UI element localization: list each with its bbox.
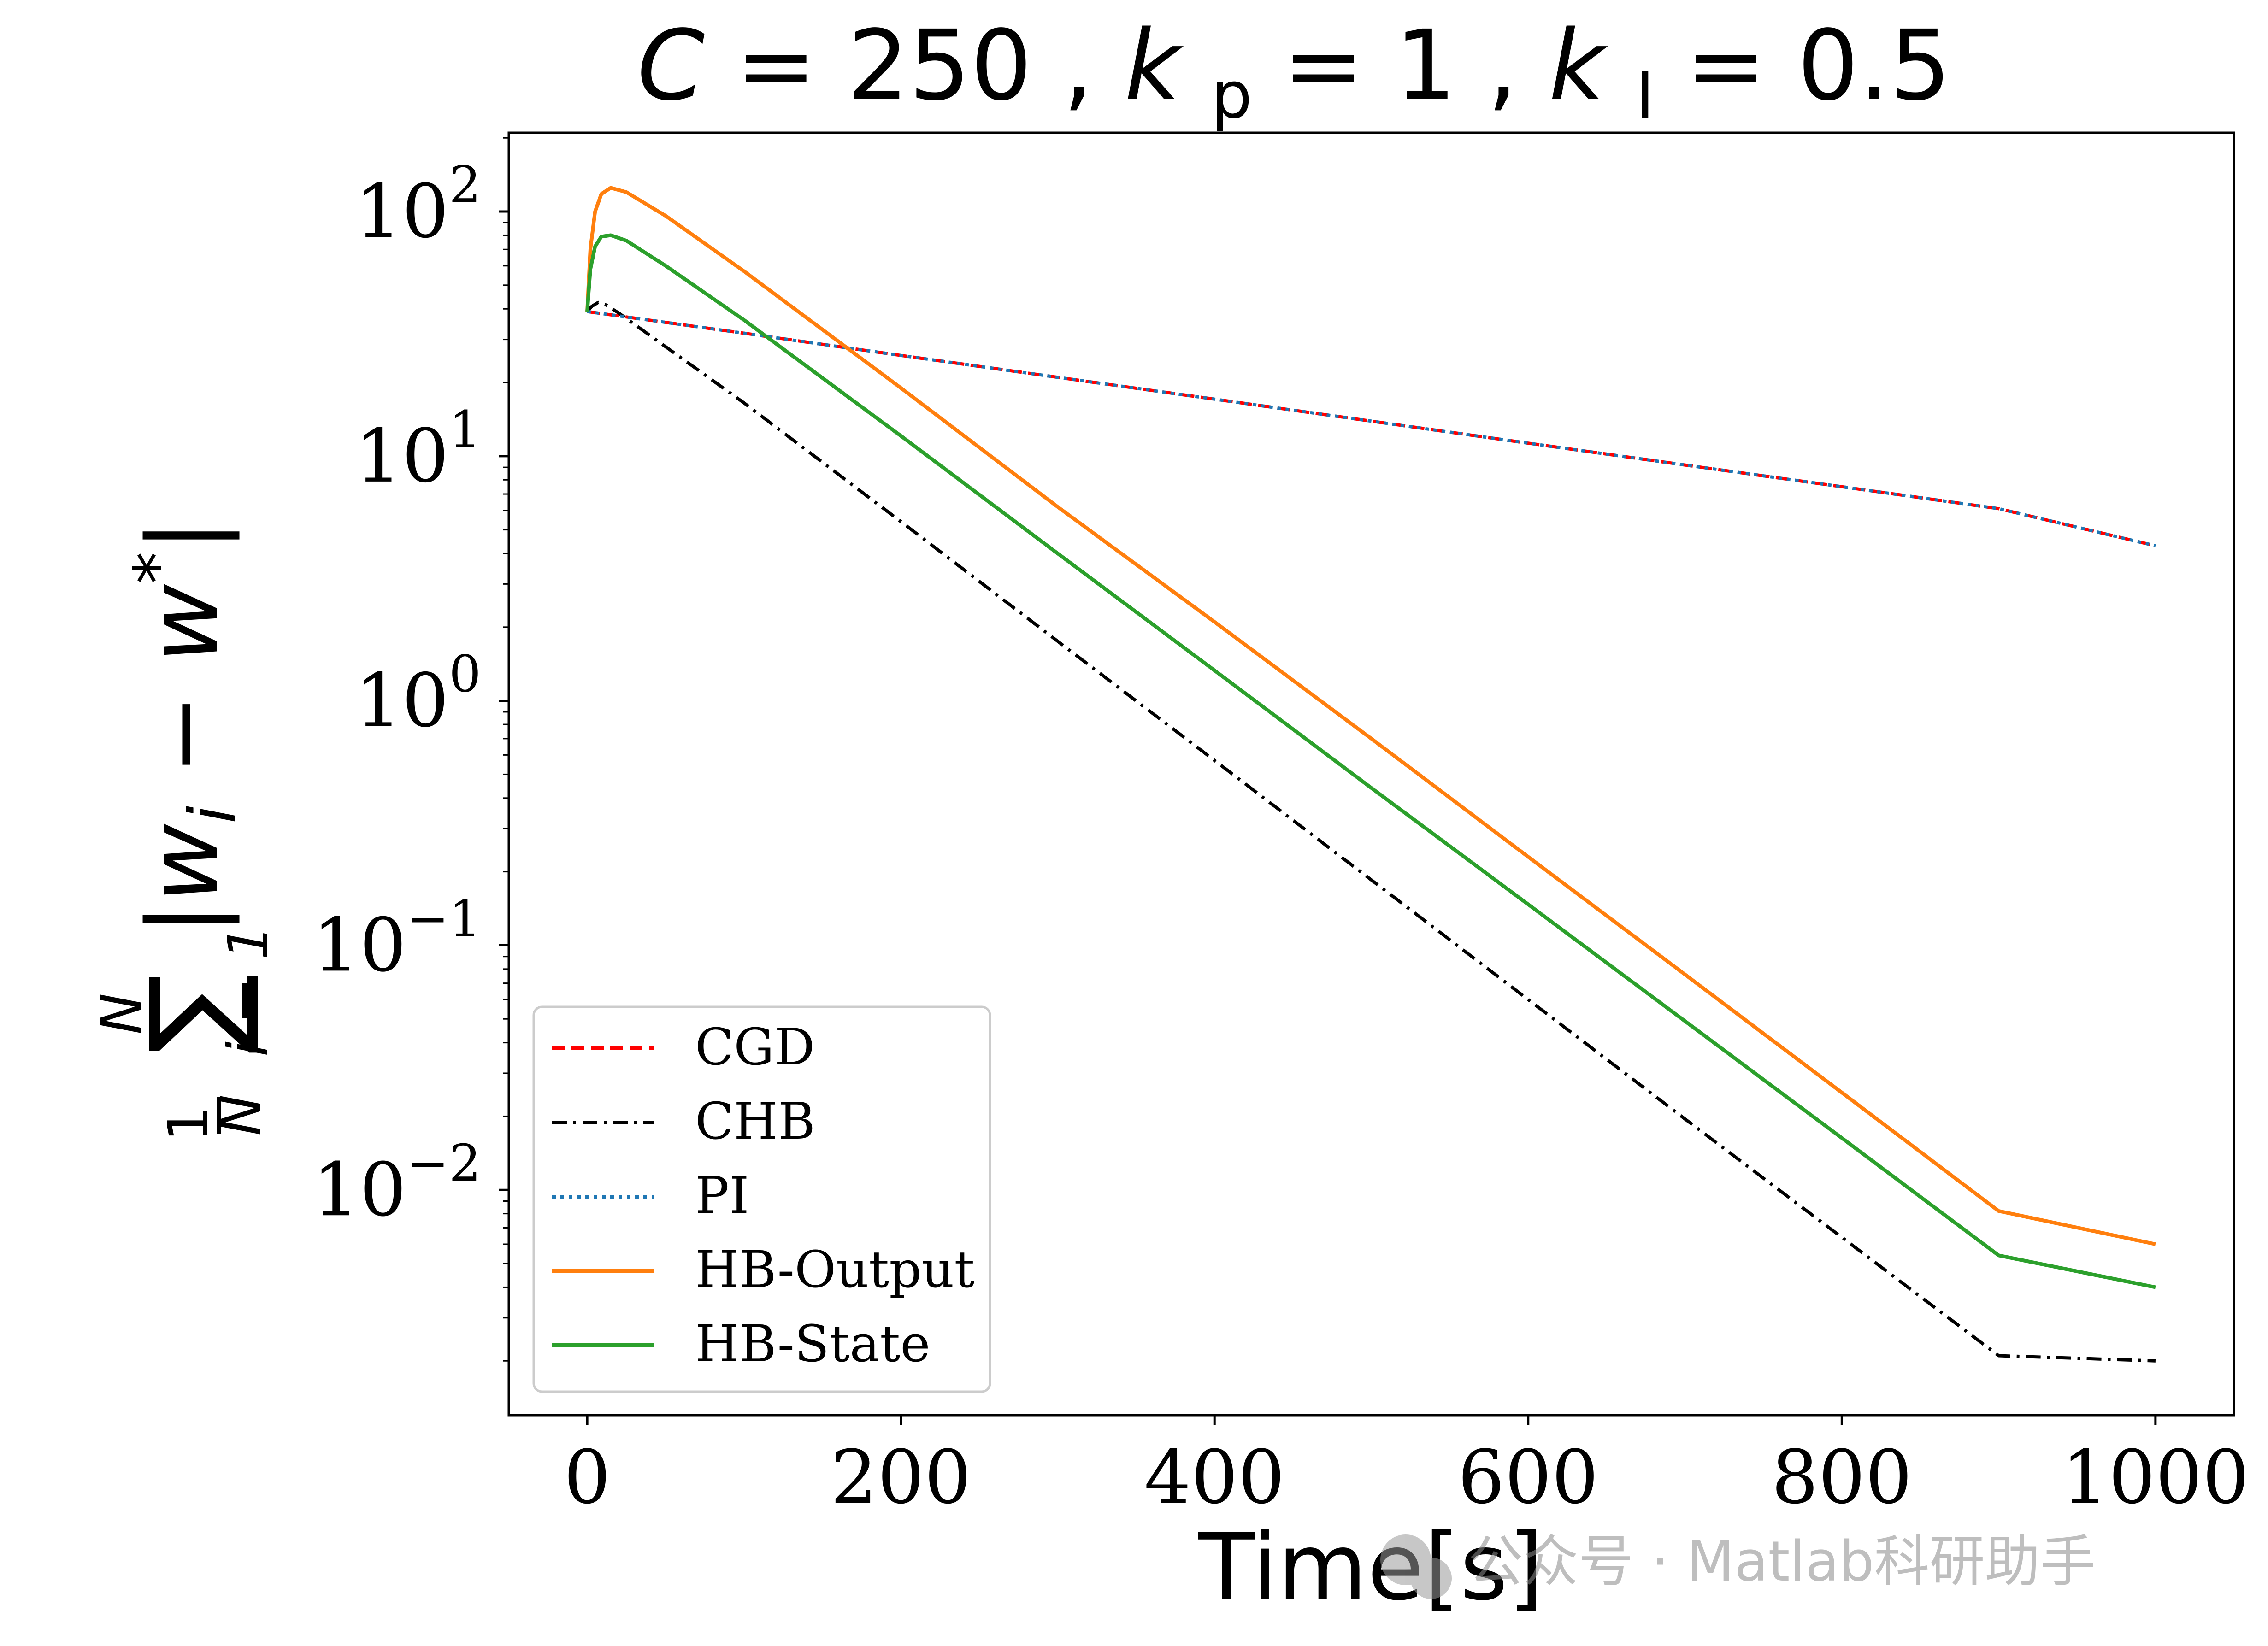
legend-label: CGD: [695, 1017, 815, 1076]
svg-text:|wi − w*|: |wi − w*|: [120, 519, 251, 935]
y-label-frac-num: 1: [157, 1106, 221, 1141]
series-layer: [585, 186, 2156, 1363]
chart-title: C = 250 , k p = 1 , k I = 0.5: [637, 9, 1951, 141]
x-tick-label: 800: [1772, 1434, 1912, 1520]
y-tick-labels: 10−2 10−1 100 101 102: [312, 155, 481, 1233]
y-label-star: *: [120, 552, 195, 584]
y-tick-label: 10−1: [312, 889, 481, 988]
legend-label: PI: [695, 1166, 749, 1225]
x-tick-label: 1000: [2062, 1434, 2249, 1520]
legend-box: [532, 1005, 991, 1393]
x-tick-label: 200: [831, 1434, 971, 1520]
minor-ticks: [503, 137, 509, 1362]
series-line-pi: [587, 310, 2156, 547]
series-line-hb-state: [585, 233, 2156, 1289]
y-tick-label: 101: [355, 400, 481, 499]
y-label-w: w: [127, 584, 240, 663]
y-label-sum: ∑: [124, 973, 264, 1054]
legend-label: CHB: [695, 1092, 815, 1151]
y-label-expr-sub: i: [176, 805, 251, 823]
svg-text:1 N: 1 N: [157, 1089, 274, 1142]
legend: CGD CHB PI HB-Output HB-State: [532, 1005, 991, 1393]
x-axis-label: Time[s]: [1198, 1514, 1544, 1621]
legend-label: HB-State: [695, 1314, 930, 1373]
y-label-sum-lower: i = 1: [217, 925, 281, 1057]
series-line-hb-output: [585, 186, 2156, 1246]
y-label-expr: |w: [127, 823, 240, 935]
y-label-close: |: [127, 519, 240, 552]
x-tick-label: 400: [1144, 1434, 1285, 1520]
watermark: 公众号 · Matlab科研助手: [1380, 1530, 2096, 1599]
y-tick-label: 100: [355, 645, 481, 744]
x-tick-labels: 0 200 400 600 800 1000: [564, 1434, 2249, 1520]
x-tick-label: 600: [1458, 1434, 1598, 1520]
y-label-sum-upper: N: [90, 993, 154, 1035]
watermark-text: 公众号 · Matlab科研助手: [1468, 1530, 2096, 1594]
major-ticks: [499, 210, 2157, 1425]
y-axis-label: 1 N ∑ N i = 1 |wi − w*|: [90, 519, 281, 1142]
legend-label: HB-Output: [695, 1240, 975, 1299]
y-tick-label: 10−2: [312, 1134, 481, 1233]
series-line-chb: [586, 300, 2156, 1363]
x-tick-label: 0: [564, 1434, 611, 1520]
y-tick-label: 102: [355, 155, 481, 254]
wechat-icon-bubble: [1410, 1558, 1452, 1599]
